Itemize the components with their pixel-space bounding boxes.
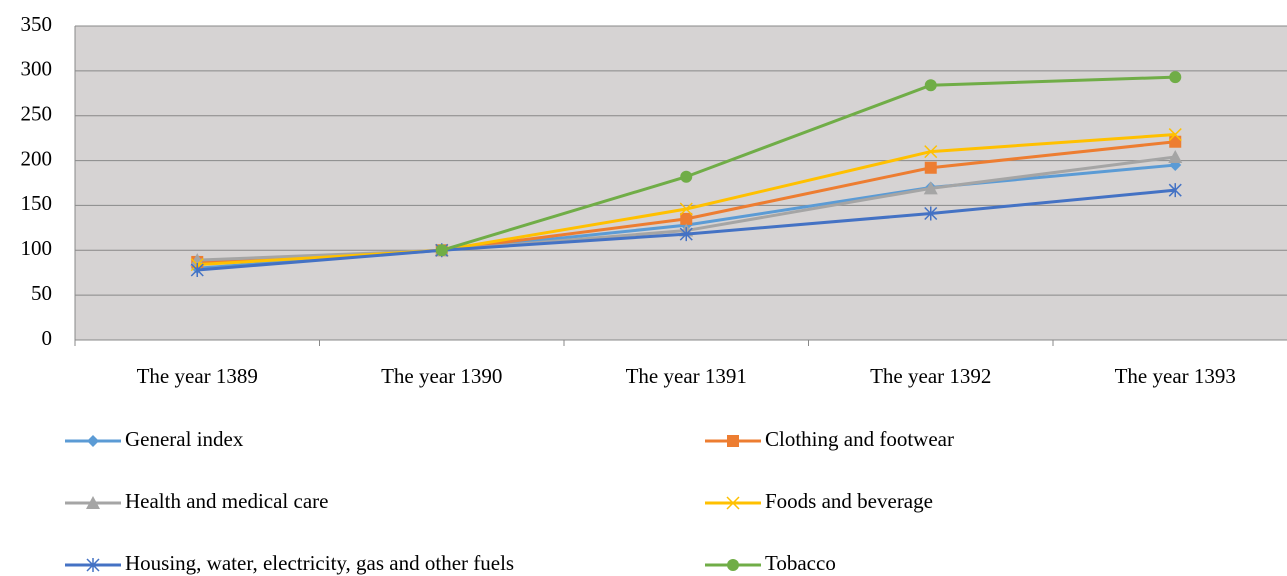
marker [190, 263, 204, 278]
marker [924, 145, 938, 159]
y-tick-label: 200 [21, 146, 53, 170]
marker [923, 181, 938, 195]
y-tick-label: 350 [21, 12, 53, 36]
y-tick-label: 0 [42, 326, 53, 350]
marker [190, 253, 205, 267]
marker [726, 496, 740, 510]
y-tick-label: 250 [21, 102, 53, 126]
marker [727, 559, 739, 571]
marker [1168, 183, 1182, 198]
marker [1169, 71, 1182, 84]
legend-label: Health and medical care [125, 489, 328, 513]
marker [679, 227, 693, 242]
marker [924, 161, 937, 174]
marker [680, 212, 693, 225]
marker [924, 206, 938, 221]
marker [435, 244, 448, 257]
x-tick-label: The year 1390 [381, 364, 502, 388]
marker [924, 79, 937, 92]
legend-label: Clothing and footwear [765, 427, 954, 451]
marker [1168, 149, 1183, 163]
legend-label: Tobacco [765, 551, 836, 575]
x-tick-label: The year 1391 [626, 364, 747, 388]
y-tick-label: 100 [21, 236, 53, 260]
marker [679, 202, 693, 216]
marker [1168, 128, 1182, 142]
y-tick-label: 150 [21, 191, 53, 215]
marker [86, 558, 100, 572]
marker [1169, 135, 1182, 148]
y-tick-label: 300 [21, 57, 53, 81]
plot-area [75, 26, 1287, 340]
x-tick-label: The year 1392 [870, 364, 991, 388]
marker [727, 435, 739, 447]
marker [680, 170, 693, 183]
legend-label: Foods and beverage [765, 489, 933, 513]
series-line [441, 75, 1176, 252]
y-tick-label: 50 [31, 281, 52, 305]
legend-label: General index [125, 427, 244, 451]
legend-label: Housing, water, electricity, gas and oth… [125, 551, 514, 575]
x-tick-label: The year 1389 [137, 364, 258, 388]
marker [86, 496, 100, 509]
marker [87, 435, 99, 447]
x-tick-label: The year 1393 [1115, 364, 1236, 388]
